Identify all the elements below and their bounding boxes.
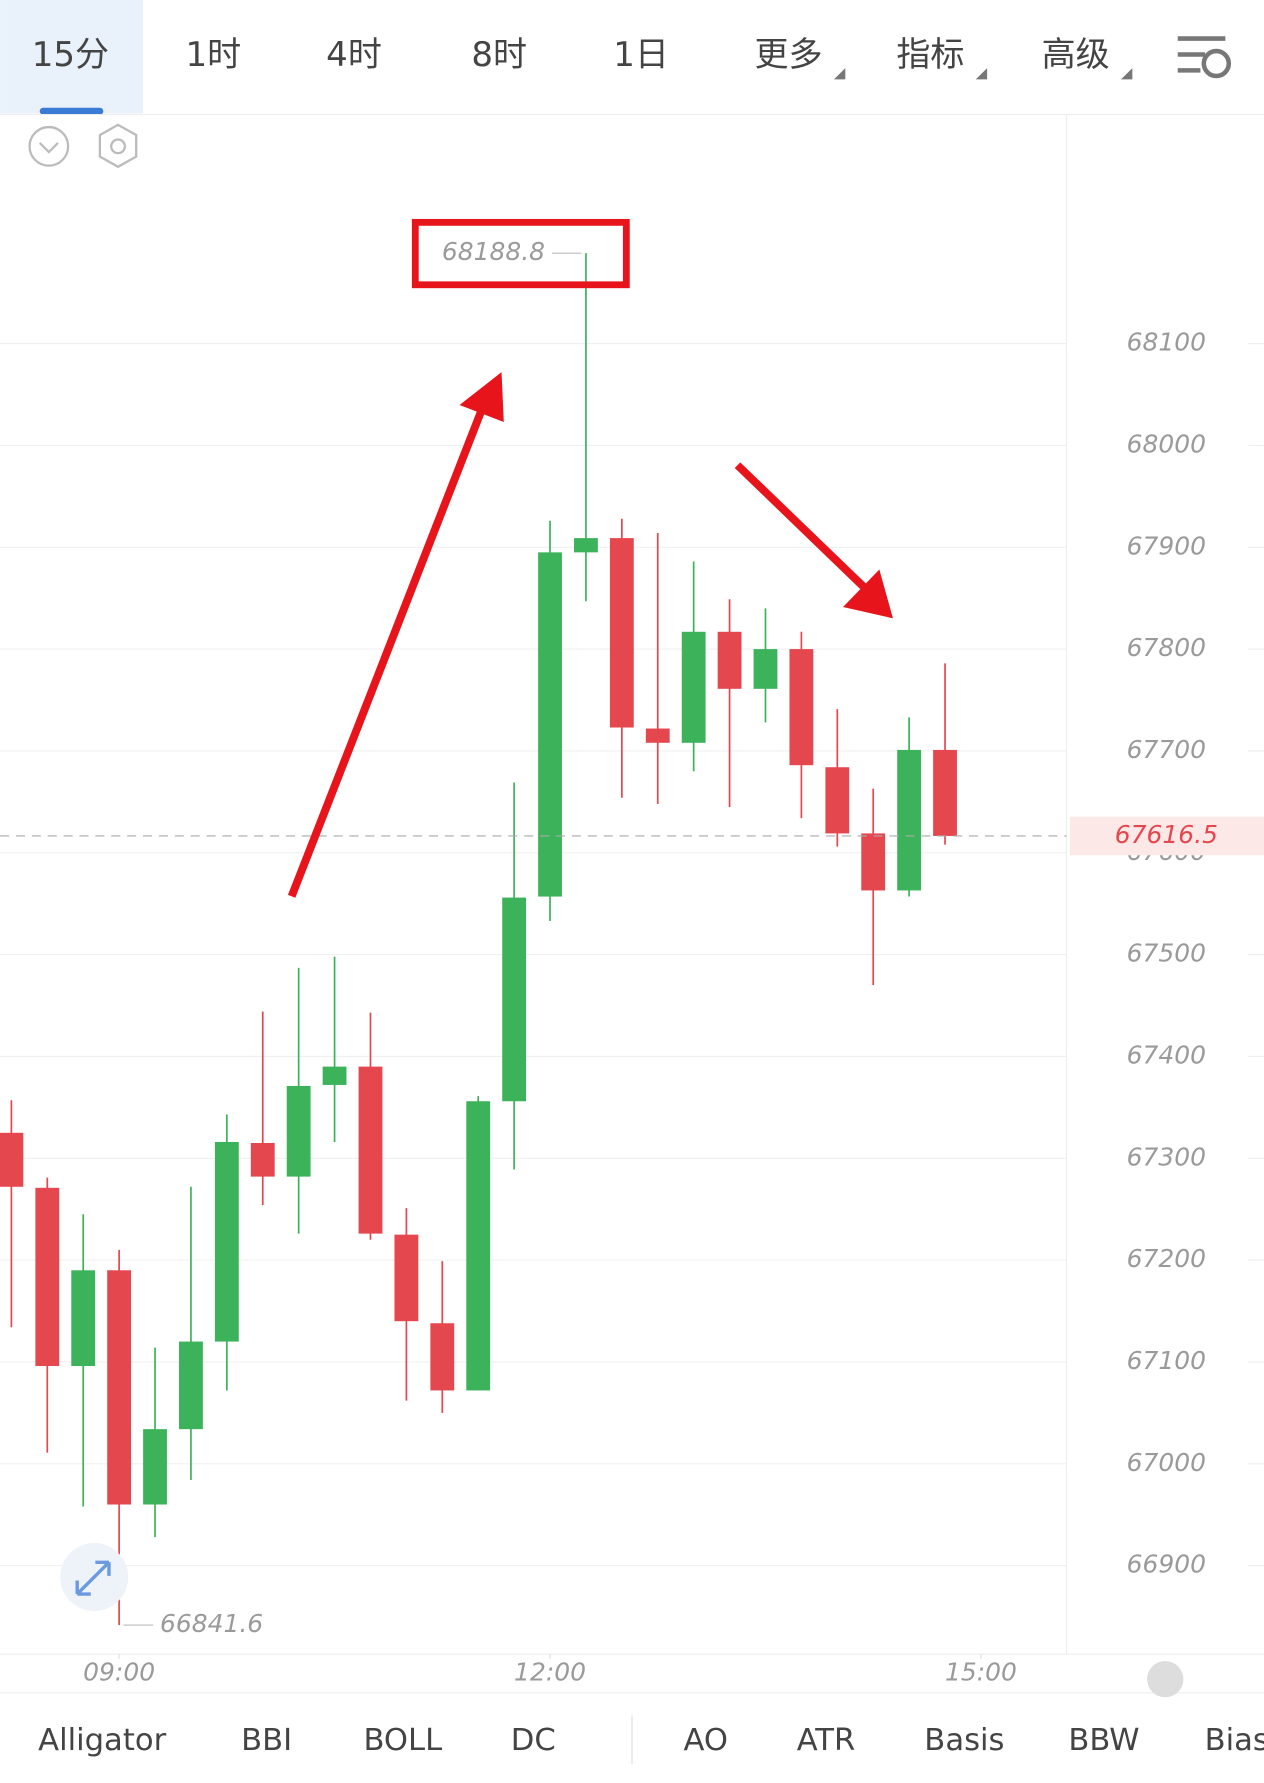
tab[interactable]: 8时 xyxy=(471,35,527,75)
highlight-box xyxy=(411,218,630,289)
tab[interactable]: 15分 xyxy=(32,35,109,75)
grid: 6690067000671006720067300674006750067600… xyxy=(0,328,1264,1686)
candle-body xyxy=(789,649,814,766)
indicator-bar: Alligator BBI BOLL DC AO ATR Basis BBW Bias xyxy=(38,1723,1264,1758)
candle-body xyxy=(466,1101,491,1391)
candle-body xyxy=(250,1142,275,1177)
indicator-tab[interactable]: BOLL xyxy=(363,1723,442,1758)
candle-body xyxy=(107,1270,132,1505)
arrow-up-head xyxy=(459,372,504,423)
tab-bar: 15分 1时 4时 8时 1日 更多 指标 高级 xyxy=(32,35,1133,80)
candle-body xyxy=(897,749,922,891)
chart-settings-icon[interactable] xyxy=(98,123,138,169)
x-tick-label: 12:00 xyxy=(514,1657,586,1686)
candle-body xyxy=(322,1066,347,1085)
candle-body xyxy=(394,1234,419,1322)
indicator-tab[interactable]: ATR xyxy=(797,1723,856,1758)
plot: 68188.8 66841.6 67616.5 xyxy=(0,237,1264,1638)
candle-body xyxy=(538,552,562,897)
tab[interactable]: 更多 xyxy=(755,35,823,75)
indicator-tab[interactable]: DC xyxy=(511,1723,556,1758)
y-tick-label: 67100 xyxy=(1127,1346,1206,1375)
collapse-chevron xyxy=(38,142,59,154)
candle-body xyxy=(861,833,886,891)
tab[interactable]: 1时 xyxy=(186,35,242,75)
indicator-tab[interactable]: AO xyxy=(683,1723,728,1758)
y-tick-label: 67500 xyxy=(1127,939,1206,968)
scroll-latest-button[interactable] xyxy=(1147,1661,1184,1698)
indicator-tab[interactable]: BBW xyxy=(1068,1723,1139,1758)
candle-body xyxy=(430,1323,455,1391)
x-tick-label: 09:00 xyxy=(83,1657,155,1686)
last-price-tag xyxy=(1069,816,1264,856)
x-tick-label: 15:00 xyxy=(945,1657,1017,1686)
low-label: 66841.6 xyxy=(160,1609,263,1638)
candle-body xyxy=(825,767,850,834)
y-tick-label: 67900 xyxy=(1127,531,1206,560)
candle-body xyxy=(574,538,598,553)
y-tick-label: 67800 xyxy=(1127,633,1206,662)
candle-body xyxy=(645,728,670,743)
expand-icon xyxy=(75,1560,111,1596)
last-price-label: 67616.5 xyxy=(1115,820,1218,849)
candle-body xyxy=(717,631,742,689)
chart-settings-dot xyxy=(110,138,126,155)
candle-body xyxy=(681,631,706,743)
tab[interactable]: 1日 xyxy=(613,35,669,75)
active-tab-indicator xyxy=(39,107,104,115)
y-tick-label: 67000 xyxy=(1127,1448,1206,1477)
candle-body xyxy=(358,1066,383,1234)
dropdown-marker xyxy=(1120,68,1133,80)
y-tick-label: 67400 xyxy=(1127,1040,1206,1069)
y-tick-label: 67200 xyxy=(1127,1244,1206,1273)
tab[interactable]: 高级 xyxy=(1042,35,1110,75)
candle-body xyxy=(286,1085,311,1177)
active-tab-bg xyxy=(0,0,144,114)
candle-body xyxy=(35,1187,60,1367)
y-tick-label: 67300 xyxy=(1127,1142,1206,1171)
candle-body xyxy=(502,897,527,1102)
y-tick-label: 67700 xyxy=(1127,735,1206,764)
indicator-tab[interactable]: Bias xyxy=(1205,1723,1264,1758)
collapse-icon[interactable] xyxy=(28,125,70,167)
candle-body xyxy=(214,1141,239,1342)
candle-body xyxy=(179,1341,203,1430)
y-tick-label: 68100 xyxy=(1127,328,1206,357)
candle-body xyxy=(933,749,957,836)
arrow-down xyxy=(734,462,868,591)
candle-body xyxy=(71,1270,96,1367)
settings-icon[interactable] xyxy=(1177,36,1232,79)
indicator-tab[interactable]: Alligator xyxy=(38,1723,166,1758)
indicator-tab[interactable]: Basis xyxy=(924,1723,1004,1758)
tab[interactable]: 4时 xyxy=(326,35,382,75)
arrow-up xyxy=(287,406,486,898)
candle-body xyxy=(143,1429,167,1505)
indicator-tab[interactable]: BBI xyxy=(241,1723,292,1758)
y-tick-label: 68000 xyxy=(1127,429,1206,458)
tab[interactable]: 指标 xyxy=(896,35,964,75)
candle-body xyxy=(753,649,778,689)
arrow-down-head xyxy=(843,569,893,619)
dropdown-marker xyxy=(975,68,988,80)
dropdown-marker xyxy=(833,68,846,80)
candle-body xyxy=(609,538,634,728)
y-tick-label: 66900 xyxy=(1127,1550,1206,1579)
high-label: 68188.8 xyxy=(442,237,545,266)
candle-body xyxy=(0,1132,24,1187)
